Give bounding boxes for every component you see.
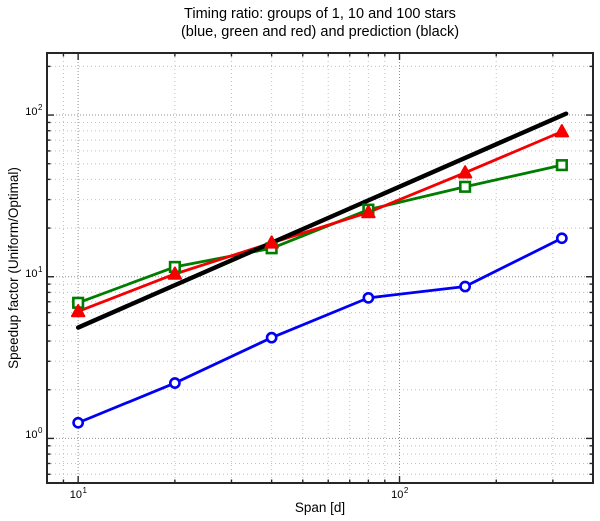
marker-square-group-of-10-stars bbox=[555, 159, 568, 172]
marker-triangle-group-of-100-stars bbox=[264, 235, 279, 249]
y-tick-label-1: 101 bbox=[25, 264, 43, 280]
x-tick-label-0: 101 bbox=[69, 486, 87, 501]
chart-title-line2: (blue, green and red) and prediction (bl… bbox=[180, 24, 460, 40]
x-tick-label-1: 102 bbox=[391, 486, 409, 501]
axes-box bbox=[46, 52, 594, 484]
x-axis-label: Span [d] bbox=[294, 500, 346, 515]
marker-triangle-group-of-100-stars bbox=[361, 204, 376, 219]
y-tick-label-2: 102 bbox=[25, 103, 43, 119]
marker-triangle-group-of-100-stars bbox=[457, 165, 473, 179]
marker-circle-group-of-1-star bbox=[459, 280, 472, 293]
marker-circle-group-of-1-star bbox=[265, 331, 278, 344]
series-line-group-of-100-stars bbox=[76, 130, 564, 313]
marker-triangle-group-of-100-stars bbox=[70, 303, 86, 318]
series-line-group-of-1-star bbox=[76, 236, 564, 425]
marker-triangle-group-of-100-stars bbox=[554, 124, 570, 138]
marker-circle-group-of-1-star bbox=[168, 377, 181, 389]
chart-title: Timing ratio: groups of 1, 10 and 100 st… bbox=[47, 5, 593, 41]
marker-circle-group-of-1-star bbox=[362, 291, 375, 304]
y-tick-label-0: 100 bbox=[25, 426, 43, 442]
chart-title-line1: Timing ratio: groups of 1, 10 and 100 st… bbox=[184, 6, 456, 22]
series-line-prediction bbox=[75, 111, 569, 330]
marker-triangle-group-of-100-stars bbox=[167, 266, 183, 280]
marker-square-group-of-10-stars bbox=[459, 180, 472, 193]
marker-circle-group-of-1-star bbox=[555, 232, 568, 245]
marker-circle-group-of-1-star bbox=[72, 416, 85, 429]
y-axis-label: Speedup factor (Uniform/Optimal) bbox=[6, 167, 21, 369]
